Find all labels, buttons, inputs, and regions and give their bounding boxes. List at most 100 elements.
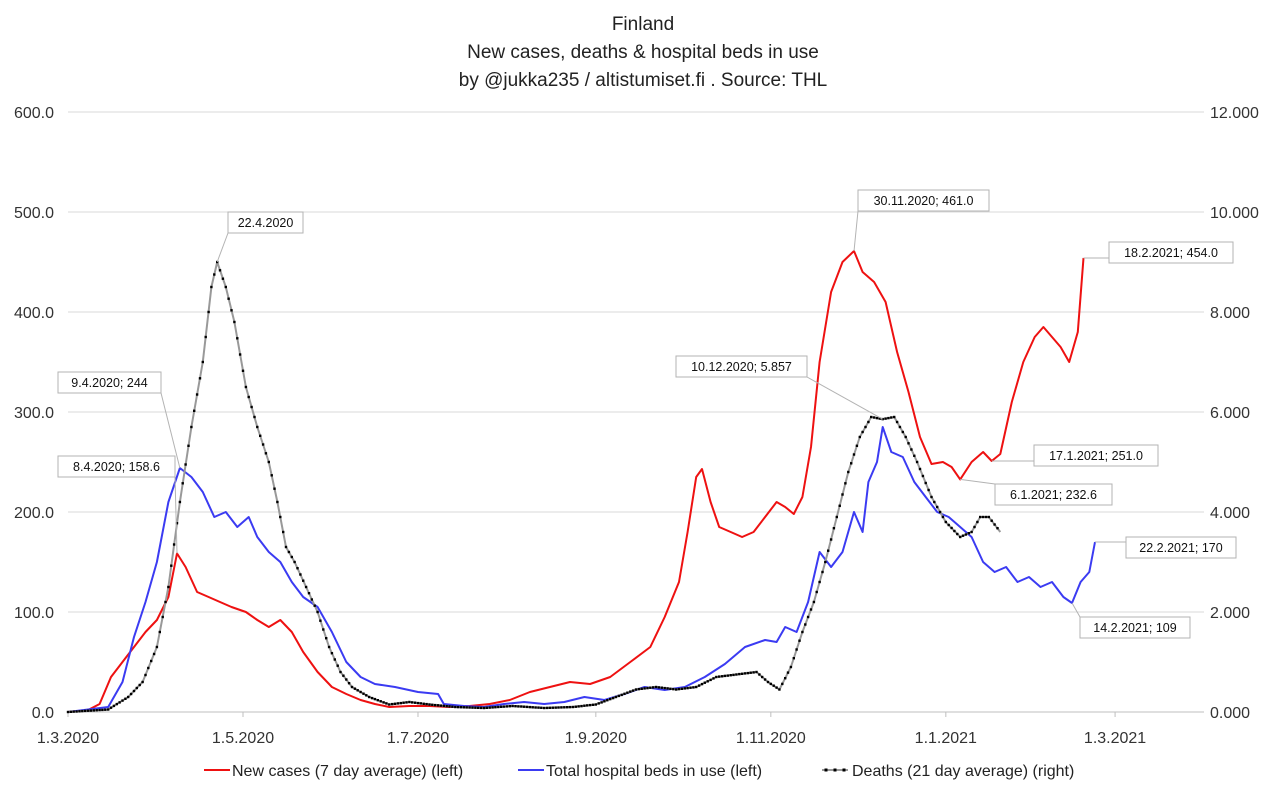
deaths-marker <box>804 623 807 626</box>
deaths-marker <box>996 527 999 530</box>
deaths-marker <box>769 682 772 686</box>
deaths-marker <box>497 705 500 709</box>
y-right-tick-label: 10.000 <box>1210 205 1259 222</box>
deaths-marker <box>132 689 136 693</box>
annotation-leader <box>960 478 996 485</box>
deaths-marker <box>591 703 595 706</box>
deaths-marker <box>425 702 428 706</box>
deaths-marker <box>310 598 313 601</box>
deaths-marker <box>792 657 795 660</box>
deaths-marker <box>706 680 709 683</box>
deaths-marker <box>967 532 970 535</box>
deaths-marker <box>735 673 738 676</box>
deaths-marker <box>187 444 190 447</box>
deaths-marker <box>434 703 437 707</box>
deaths-marker <box>359 690 362 694</box>
deaths-marker <box>878 417 881 420</box>
annotation-label: 17.1.2021; 251.0 <box>1049 449 1143 463</box>
deaths-marker <box>913 454 916 457</box>
deaths-marker <box>537 706 540 709</box>
deaths-marker <box>609 697 612 701</box>
legend: New cases (7 day average) (left) Total ho… <box>204 763 1074 780</box>
deaths-marker <box>623 692 626 695</box>
deaths-marker <box>485 706 488 709</box>
deaths-marker <box>413 701 417 704</box>
series-layer <box>66 250 1096 714</box>
deaths-marker <box>677 687 681 691</box>
deaths-marker <box>81 709 84 713</box>
deaths-marker <box>890 416 893 419</box>
deaths-marker <box>763 678 767 681</box>
deaths-marker <box>259 434 262 437</box>
deaths-marker <box>841 493 844 496</box>
deaths-marker <box>554 706 557 709</box>
deaths-marker <box>858 435 861 439</box>
deaths-marker <box>477 706 480 709</box>
deaths-marker <box>287 550 291 554</box>
deaths-marker <box>150 659 153 663</box>
deaths-marker <box>872 416 876 419</box>
annotation-box <box>1108 241 1234 264</box>
annotation-box <box>1033 444 1159 467</box>
deaths-marker <box>454 705 457 709</box>
deaths-marker <box>167 585 170 589</box>
deaths-marker <box>898 425 902 429</box>
annotation-label: 30.11.2020; 461.0 <box>874 194 974 208</box>
deaths-marker <box>594 703 597 706</box>
annotation-leader <box>216 232 229 263</box>
deaths-marker <box>411 701 414 704</box>
annotation-label: 22.2.2021; 170 <box>1139 541 1222 555</box>
deaths-marker <box>961 534 965 537</box>
deaths-marker <box>520 705 523 708</box>
deaths-marker <box>382 701 385 704</box>
deaths-marker <box>930 495 933 499</box>
deaths-marker <box>282 530 285 534</box>
deaths-marker <box>393 702 397 705</box>
deaths-marker <box>746 671 750 675</box>
deaths-marker <box>921 474 925 478</box>
deaths-marker <box>261 443 265 446</box>
deaths-marker <box>89 709 93 712</box>
deaths-marker <box>852 453 856 456</box>
deaths-marker <box>465 706 468 709</box>
deaths-marker <box>158 630 161 634</box>
deaths-marker <box>614 695 618 699</box>
deaths-marker <box>761 675 764 679</box>
deaths-marker <box>815 590 818 594</box>
annotation-leader <box>174 476 178 554</box>
deaths-marker <box>307 592 311 595</box>
deaths-marker <box>152 652 156 656</box>
deaths-marker <box>213 273 216 276</box>
deaths-marker <box>563 706 566 709</box>
x-tick-label: 1.3.2020 <box>37 730 99 747</box>
y-left-tick-label: 600.0 <box>14 105 54 122</box>
deaths-marker <box>970 530 973 534</box>
deaths-marker <box>786 671 790 674</box>
annotation-label: 10.12.2020; 5.857 <box>691 360 792 374</box>
deaths-marker <box>904 435 907 439</box>
deaths-marker <box>752 671 755 674</box>
deaths-marker <box>471 706 474 709</box>
deaths-marker <box>574 705 577 708</box>
deaths-marker <box>557 706 560 709</box>
deaths-marker <box>456 705 460 709</box>
deaths-marker <box>250 405 253 409</box>
deaths-marker <box>944 520 947 524</box>
deaths-marker <box>210 285 213 289</box>
deaths-marker <box>634 688 638 691</box>
deaths-marker <box>84 709 87 713</box>
deaths-marker <box>362 692 365 695</box>
deaths-marker <box>244 385 248 389</box>
deaths-marker <box>517 705 520 708</box>
deaths-marker <box>566 706 569 709</box>
x-tick-label: 1.7.2020 <box>387 730 449 747</box>
deaths-marker <box>101 708 104 712</box>
deaths-marker <box>551 706 554 709</box>
deaths-marker <box>264 452 268 455</box>
deaths-marker <box>990 519 993 522</box>
deaths-marker <box>821 570 824 574</box>
deaths-marker <box>190 425 193 429</box>
deaths-marker <box>505 705 509 708</box>
